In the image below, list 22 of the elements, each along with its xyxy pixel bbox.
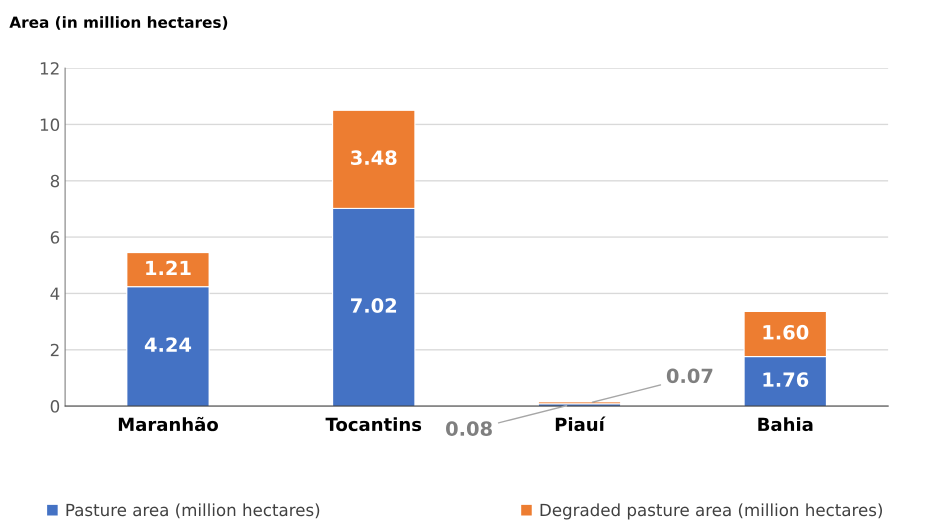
y-tick-label: 2 (50, 344, 59, 356)
legend-label: Degraded pasture area (million hectares) (540, 503, 882, 520)
data-label: 1.60 (763, 324, 808, 340)
x-tick-label: Piauí (556, 416, 606, 432)
y-axis-title: Area (in million hectares) (9, 16, 228, 30)
data-label: 4.24 (144, 337, 192, 352)
y-tick-label: 12 (40, 62, 59, 74)
legend-label: Pasture area (million hectares) (66, 503, 320, 518)
y-tick-label: 0 (50, 400, 60, 413)
y-tick-label: 6 (50, 231, 60, 244)
data-label: 0.07 (666, 368, 712, 384)
data-label: 1.76 (763, 372, 808, 387)
data-label: 3.48 (351, 150, 397, 166)
y-tick-label: 4 (50, 288, 60, 300)
x-tick-label: Bahia (758, 417, 812, 432)
y-tick-label: 10 (40, 118, 60, 132)
data-label: 0.08 (446, 421, 492, 436)
data-label: 7.02 (351, 298, 396, 313)
y-tick-label: 8 (50, 174, 60, 188)
x-tick-label: Tocantins (326, 417, 422, 432)
data-label: 1.21 (146, 260, 191, 276)
x-tick-label: Maranhão (118, 416, 218, 432)
